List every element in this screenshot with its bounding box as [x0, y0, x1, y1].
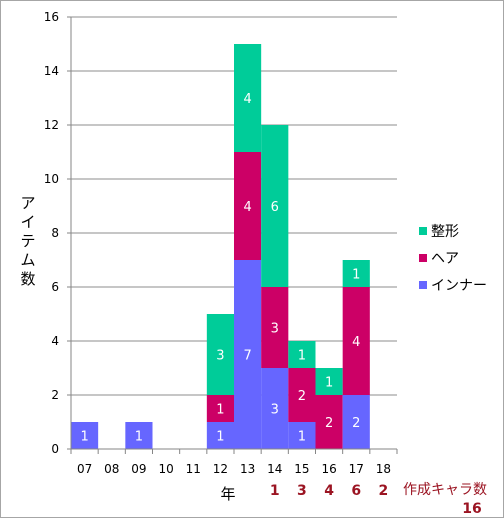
data-label: 2: [352, 416, 360, 431]
character-count: 2: [379, 483, 389, 499]
data-label: 3: [216, 349, 224, 364]
bar-segment: [342, 260, 370, 287]
bar-segment: [288, 422, 316, 449]
character-counts: 1 3 4 6 2: [270, 483, 388, 499]
bar-segment: [261, 368, 289, 449]
x-tick-label: 12: [213, 462, 228, 476]
bar-segment: [206, 314, 234, 395]
data-label: 6: [271, 200, 279, 215]
x-tick-label: 07: [77, 462, 92, 476]
data-label: 1: [325, 376, 333, 391]
y-tick-label: 0: [51, 442, 59, 456]
data-label: 4: [243, 92, 251, 107]
legend-swatch: [419, 254, 427, 262]
bars: 1 1 1 1 3 7 4 4 3 3 6 1 2 1 2 1 2 4 1: [71, 44, 370, 449]
bar-segment: [342, 287, 370, 395]
bar-segment: [125, 422, 153, 449]
data-label: 1: [80, 430, 88, 445]
data-label: 1: [298, 430, 306, 445]
y-axis-label-char: テ: [20, 232, 35, 250]
x-tick-label: 18: [376, 462, 391, 476]
y-tick-label: 2: [51, 388, 59, 402]
bar-segment: [315, 368, 343, 395]
data-label: 2: [325, 416, 333, 431]
data-label: 4: [243, 200, 251, 215]
y-tick-label: 4: [51, 334, 59, 348]
y-axis-label-char: ム: [20, 251, 35, 269]
data-label: 4: [352, 335, 360, 350]
y-tick-label: 12: [44, 118, 59, 132]
bar-segment: [288, 368, 316, 422]
data-label: 1: [298, 349, 306, 364]
data-label: 3: [271, 322, 279, 337]
character-count-title: 作成キャラ数: [403, 482, 487, 498]
x-tick-label: 14: [267, 462, 282, 476]
bar-segment: [315, 395, 343, 449]
data-label: 1: [216, 403, 224, 418]
y-tick-label: 6: [51, 280, 59, 294]
y-tick-labels: 0 2 4 6 8 10 12 14 16: [44, 10, 59, 456]
legend-swatch: [419, 281, 427, 289]
x-tick-label: 13: [240, 462, 255, 476]
bar-segment: [234, 260, 262, 449]
character-count: 3: [297, 483, 307, 499]
data-label: 7: [243, 349, 251, 364]
x-tick-label: 17: [349, 462, 364, 476]
legend-label: 整形: [431, 224, 459, 240]
bar-segment: [234, 44, 262, 152]
data-label: 1: [352, 268, 360, 283]
legend-label: インナー: [431, 278, 487, 294]
axes: [67, 16, 398, 454]
bar-segment: [206, 395, 234, 422]
legend-swatch: [419, 227, 427, 235]
data-label: 2: [298, 389, 306, 404]
legend-label: ヘア: [431, 251, 459, 267]
character-count: 6: [351, 483, 361, 499]
bar-segment: [342, 395, 370, 449]
x-tick-label: 11: [186, 462, 201, 476]
x-tick-label: 16: [321, 462, 336, 476]
data-label: 1: [216, 430, 224, 445]
y-tick-label: 14: [44, 64, 59, 78]
data-label: 3: [271, 403, 279, 418]
x-tick-label: 10: [158, 462, 173, 476]
y-axis-label-char: イ: [20, 213, 35, 231]
x-tick-label: 15: [294, 462, 309, 476]
x-tick-label: 09: [131, 462, 146, 476]
character-count-total: 16: [462, 501, 481, 517]
bar-segment: [261, 287, 289, 368]
x-tick-labels: 07 08 09 10 11 12 13 14 15 16 17 18: [77, 462, 391, 476]
bar-segment: [234, 152, 262, 260]
bar-segment: [71, 422, 99, 449]
y-tick-label: 8: [51, 226, 59, 240]
character-count: 1: [270, 483, 280, 499]
data-label: 1: [135, 430, 143, 445]
bar-segment: [206, 422, 234, 449]
bar-segment: [288, 341, 316, 368]
y-tick-label: 10: [44, 172, 59, 186]
y-axis-label-char: ア: [20, 194, 35, 212]
character-count: 4: [324, 483, 334, 499]
y-axis-label-char: 数: [20, 270, 35, 288]
y-tick-label: 16: [44, 10, 59, 24]
x-axis-label: 年: [220, 485, 235, 503]
x-tick-label: 08: [104, 462, 119, 476]
bar-segment: [261, 125, 289, 287]
